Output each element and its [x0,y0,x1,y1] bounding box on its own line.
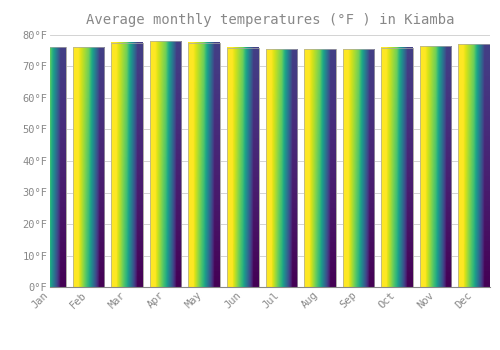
Bar [227,48,258,287]
Bar [458,44,490,287]
Bar [304,49,336,287]
Title: Average monthly temperatures (°F ) in Kiamba: Average monthly temperatures (°F ) in Ki… [86,13,454,27]
Bar [150,41,182,287]
Bar [266,49,297,287]
Bar [420,46,452,287]
Bar [458,44,490,287]
Bar [73,47,104,287]
Bar [382,48,413,287]
Bar [112,43,143,287]
Bar [304,49,336,287]
Bar [34,47,66,287]
Bar [73,47,104,287]
Bar [227,48,258,287]
Bar [112,43,143,287]
Bar [188,43,220,287]
Bar [342,49,374,287]
Bar [382,48,413,287]
Bar [342,49,374,287]
Bar [150,41,182,287]
Bar [420,46,452,287]
Bar [266,49,297,287]
Bar [34,47,66,287]
Bar [188,43,220,287]
